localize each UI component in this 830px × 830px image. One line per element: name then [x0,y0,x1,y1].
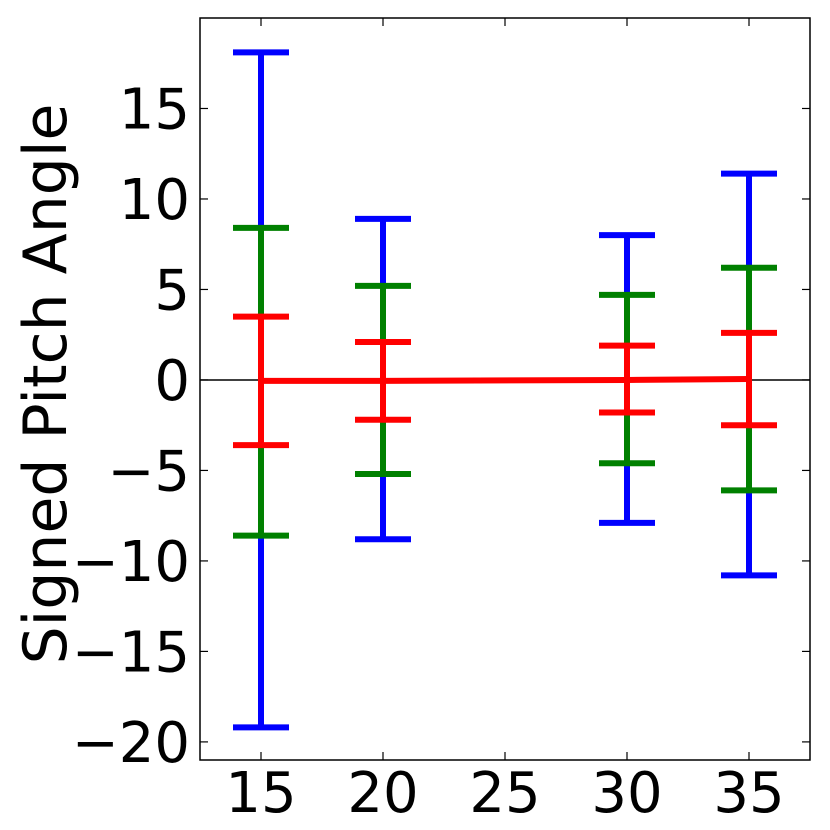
axis-ticks [200,18,810,760]
y-tick-label: 5 [154,258,190,323]
mean-line [261,376,750,384]
x-tick-label: 30 [591,761,662,826]
plot-area [200,18,810,760]
y-tick-label: −15 [72,620,190,685]
y-tick-label: 0 [154,349,190,414]
y-axis-label: Signed Pitch Angle [11,104,81,665]
y-tick-label: −20 [72,711,190,776]
x-tick-label: 15 [225,761,296,826]
chart-marks [200,49,810,731]
y-tick-label: −5 [107,439,190,504]
y-tick-label: 15 [119,77,190,142]
x-tick-label: 20 [347,761,418,826]
x-tick-label: 35 [713,761,784,826]
plot-background [200,18,810,760]
y-tick-label: 10 [119,168,190,233]
axis-tick-labels: 15 20 25 30 35 −20 −15 −10 −5 0 5 10 15 [72,77,785,826]
y-tick-label: −10 [72,530,190,595]
x-tick-label: 25 [469,761,540,826]
